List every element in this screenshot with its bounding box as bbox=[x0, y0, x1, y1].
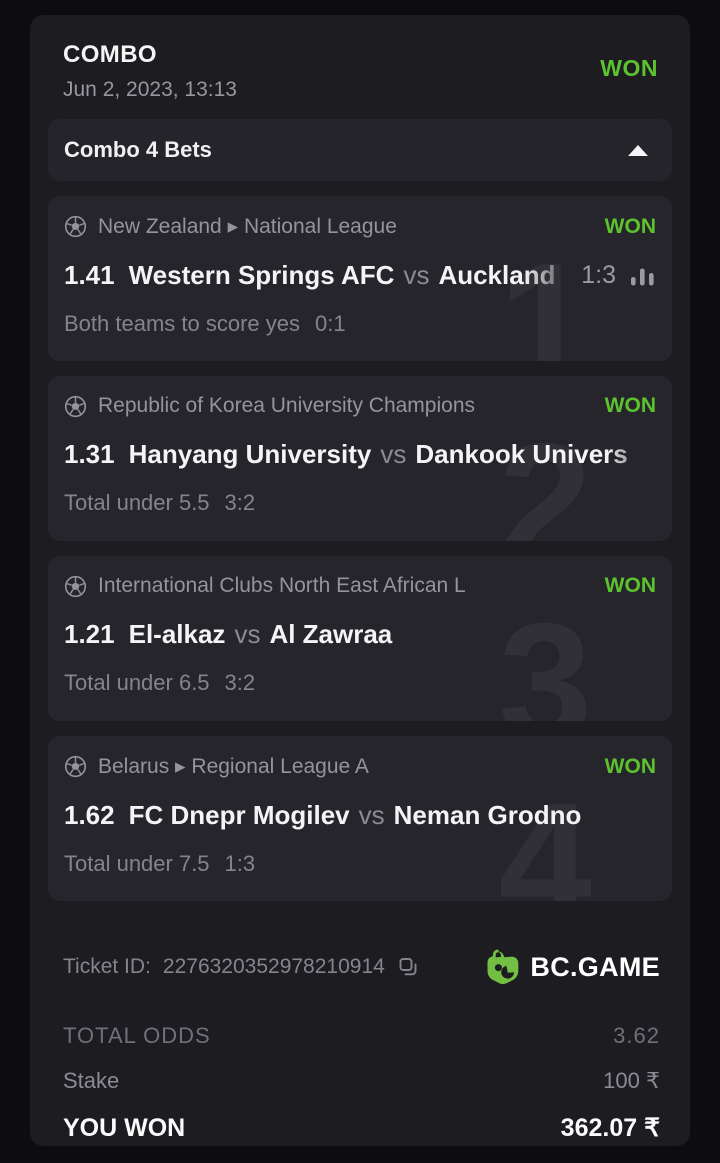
league-label: Belarus ▸ Regional League A bbox=[98, 755, 369, 778]
leg-status-badge: WON bbox=[604, 394, 656, 417]
brand-name: BC.GAME bbox=[530, 951, 660, 982]
leg-number-watermark: 3 bbox=[498, 588, 592, 721]
market-score: 0:1 bbox=[315, 311, 346, 336]
leg-status-badge: WON bbox=[604, 574, 656, 597]
soccer-ball-icon bbox=[64, 755, 87, 778]
you-won-label: YOU WON bbox=[63, 1114, 186, 1142]
home-team: El-alkaz bbox=[128, 619, 226, 649]
home-team: FC Dnepr Mogilev bbox=[128, 800, 350, 830]
leg-odds: 1.31 bbox=[64, 439, 115, 469]
match-score: 1:3 bbox=[581, 261, 616, 289]
bet-leg-card: 4 Belarus ▸ Regional League A WON 1.62 FC… bbox=[48, 736, 672, 901]
triangle-up-icon bbox=[628, 144, 648, 156]
leg-number-watermark: 2 bbox=[498, 408, 592, 541]
bet-status-badge: WON bbox=[600, 55, 658, 81]
leg-number-watermark: 1 bbox=[498, 228, 592, 361]
home-team: Western Springs AFC bbox=[128, 260, 395, 290]
slip-header: COMBO Jun 2, 2023, 13:13 WON bbox=[30, 15, 690, 102]
league-label: Republic of Korea University Champions bbox=[98, 394, 476, 417]
you-won-value: 362.07 ₹ bbox=[560, 1114, 660, 1142]
market-label: Total under 6.5 bbox=[64, 670, 210, 695]
bet-legs-list: 1 New Zealand ▸ National League WON 1.41… bbox=[48, 196, 672, 901]
stake-label: Stake bbox=[63, 1068, 120, 1093]
leg-odds: 1.62 bbox=[64, 800, 115, 830]
home-team: Hanyang University bbox=[128, 439, 372, 469]
league-label: International Clubs North East African L bbox=[98, 574, 466, 597]
leg-number-watermark: 4 bbox=[498, 768, 592, 901]
market-score: 3:2 bbox=[224, 490, 256, 515]
away-team: Dankook Univers bbox=[415, 439, 628, 469]
bar-chart-icon[interactable] bbox=[629, 265, 656, 287]
away-team: Auckland bbox=[438, 260, 556, 290]
combo-bets-toggle[interactable]: Combo 4 Bets bbox=[48, 119, 672, 181]
soccer-ball-icon bbox=[64, 575, 87, 598]
vs-label: vs bbox=[380, 439, 407, 469]
soccer-ball-icon bbox=[64, 215, 87, 238]
market-label: Total under 5.5 bbox=[64, 490, 210, 515]
total-odds-label: TOTAL ODDS bbox=[63, 1023, 211, 1048]
ticket-id-label: Ticket ID: bbox=[63, 955, 151, 978]
bet-date: Jun 2, 2023, 13:13 bbox=[63, 78, 237, 101]
bet-slip-card: COMBO Jun 2, 2023, 13:13 WON Combo 4 Bet… bbox=[30, 15, 690, 1146]
leg-odds: 1.21 bbox=[64, 619, 115, 649]
market-score: 3:2 bbox=[224, 670, 256, 695]
market-score: 1:3 bbox=[224, 851, 256, 876]
vs-label: vs bbox=[358, 800, 385, 830]
leg-odds: 1.41 bbox=[64, 260, 115, 290]
bc-game-logo-icon bbox=[485, 947, 521, 987]
bet-leg-card: 3 International Clubs North East African… bbox=[48, 556, 672, 721]
match-line: 1.21 El-alkaz vs Al Zawraa bbox=[64, 619, 656, 650]
bet-leg-card: 1 New Zealand ▸ National League WON 1.41… bbox=[48, 196, 672, 361]
ticket-id-value: 2276320352978210914 bbox=[162, 955, 385, 978]
stake-value: 100 ₹ bbox=[603, 1068, 660, 1093]
away-team: Al Zawraa bbox=[269, 619, 393, 649]
market-label: Both teams to score yes bbox=[64, 311, 300, 336]
away-team: Neman Grodno bbox=[393, 800, 582, 830]
market-label: Total under 7.5 bbox=[64, 851, 210, 876]
ticket-row: Ticket ID: 2276320352978210914 BC.GAME bbox=[63, 947, 660, 987]
summary-section: TOTAL ODDS 3.62 Stake 100 ₹ YOU WON 362.… bbox=[63, 1023, 660, 1143]
brand-logo: BC.GAME bbox=[485, 947, 660, 987]
league-label: New Zealand ▸ National League bbox=[98, 215, 397, 238]
copy-icon[interactable] bbox=[397, 956, 419, 978]
match-line: 1.41 Western Springs AFC vs Auckland bbox=[64, 260, 573, 291]
match-line: 1.31 Hanyang University vs Dankook Univers bbox=[64, 439, 656, 470]
bet-type-label: COMBO bbox=[63, 41, 157, 68]
bet-leg-card: 2 Republic of Korea University Champions… bbox=[48, 376, 672, 541]
vs-label: vs bbox=[234, 619, 261, 649]
soccer-ball-icon bbox=[64, 395, 87, 418]
vs-label: vs bbox=[403, 260, 430, 290]
match-line: 1.62 FC Dnepr Mogilev vs Neman Grodno bbox=[64, 800, 656, 831]
leg-status-badge: WON bbox=[604, 214, 656, 238]
leg-status-badge: WON bbox=[604, 754, 656, 778]
total-odds-value: 3.62 bbox=[613, 1023, 660, 1048]
combo-bets-label: Combo 4 Bets bbox=[64, 137, 212, 162]
